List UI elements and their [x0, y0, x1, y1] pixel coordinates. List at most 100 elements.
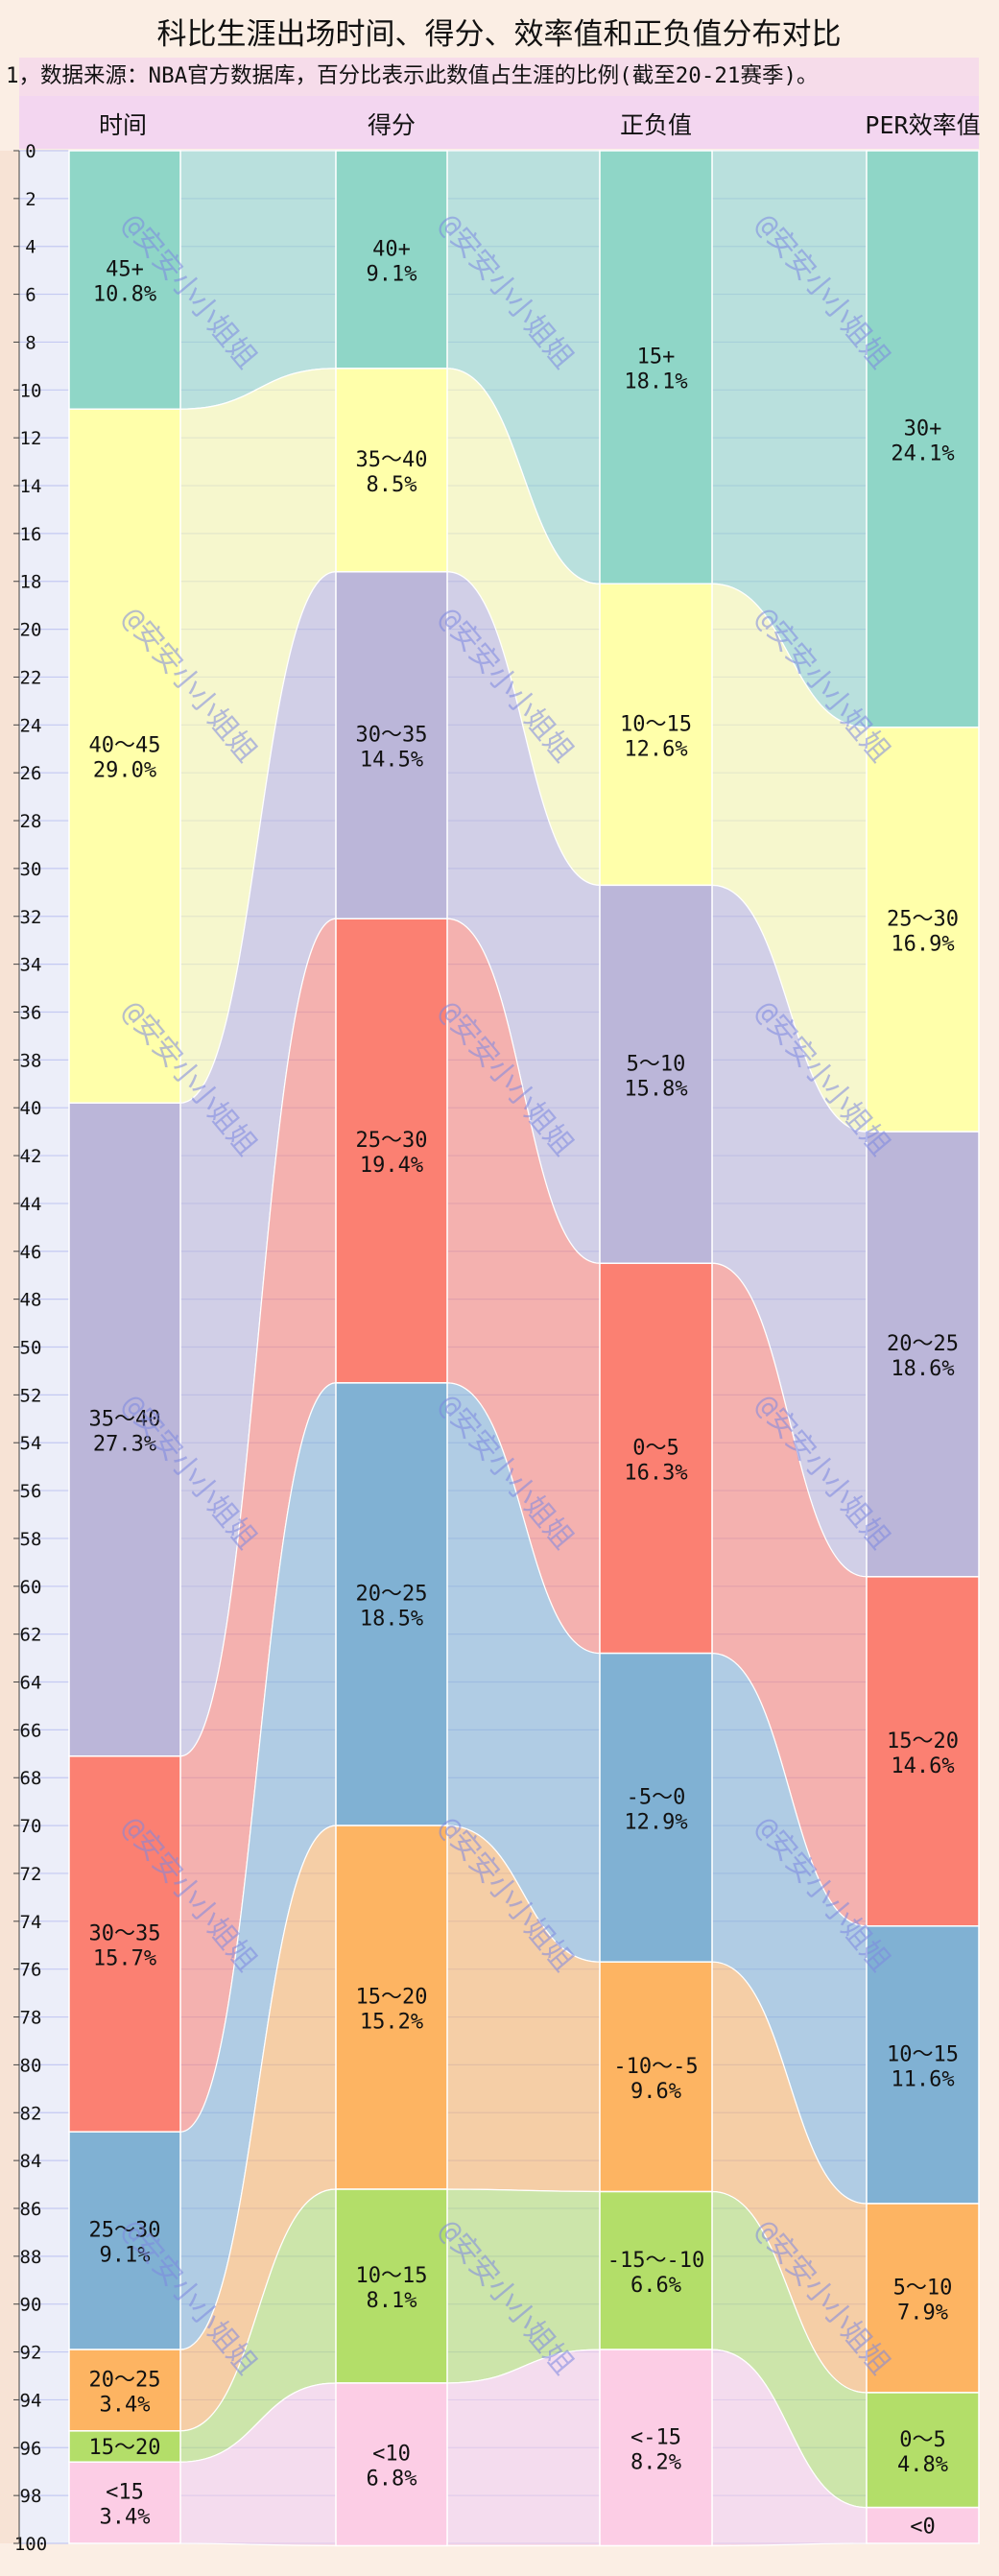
y-tick-label: 96 — [20, 2438, 42, 2459]
y-tick-label: 80 — [20, 2055, 42, 2076]
segment-0-1 — [68, 408, 181, 1104]
y-tick-label: 72 — [20, 1864, 42, 1885]
chart-subtitle: 1，数据来源：NBA官方数据库，百分比表示此数值占生涯的比例(截至20-21赛季… — [6, 63, 819, 88]
segment-value-label: 15.2% — [360, 2011, 423, 2035]
segment-value-label: 15.8% — [624, 1077, 687, 1101]
y-tick-label: 22 — [20, 667, 42, 688]
segment-value-label: 12.9% — [624, 1810, 687, 1834]
segment-value-label: 4.8% — [897, 2453, 948, 2477]
y-tick-label: 52 — [20, 1385, 42, 1406]
segment-labels: 45+10.8%40～4529.0%35～4027.3%30～3515.7%25… — [89, 237, 959, 2539]
segment-label: 25～30 — [89, 2219, 161, 2243]
y-tick-label: 56 — [20, 1481, 42, 1502]
segment-value-label: 6.8% — [367, 2468, 417, 2492]
column-segments — [68, 150, 980, 2547]
y-tick-label: 60 — [20, 1577, 42, 1598]
segment-2-7 — [599, 2349, 713, 2547]
segment-3-7 — [866, 2506, 980, 2544]
y-tick-label: 90 — [20, 2295, 42, 2316]
segment-3-4 — [866, 1925, 980, 2205]
y-tick-label: 98 — [20, 2486, 42, 2507]
y-tick-label: 40 — [20, 1098, 42, 1119]
segment-label: <15 — [106, 2481, 144, 2505]
y-tick-label: 12 — [20, 428, 42, 449]
y-tick-label: 44 — [20, 1194, 42, 1215]
y-tick-label: 82 — [20, 2103, 42, 2124]
y-tick-label: 50 — [20, 1338, 42, 1359]
segment-label: <0 — [910, 2515, 936, 2539]
y-tick-label: 24 — [20, 715, 42, 736]
segment-label: 10～15 — [887, 2042, 959, 2066]
y-tick-label: 36 — [20, 1002, 42, 1023]
segment-3-1 — [866, 727, 980, 1133]
segment-value-label: 29.0% — [93, 759, 156, 783]
column-header-1: 得分 — [368, 111, 416, 139]
segment-value-label: 9.1% — [367, 262, 417, 286]
segment-label: 20～25 — [356, 1582, 428, 1606]
segment-label: -15～-10 — [607, 2249, 704, 2273]
flow-band-2-7 — [711, 2349, 868, 2547]
segment-value-label: 8.1% — [367, 2289, 417, 2313]
segment-label: 5～10 — [893, 2276, 953, 2300]
segment-value-label: 18.5% — [360, 1607, 423, 1631]
segment-value-label: 6.6% — [630, 2274, 681, 2298]
segment-value-label: 16.3% — [624, 1461, 687, 1485]
segment-value-label: 10.8% — [93, 283, 156, 307]
segment-label: 40+ — [372, 237, 411, 261]
y-tick-label: 46 — [20, 1242, 42, 1263]
segment-3-3 — [866, 1576, 980, 1927]
y-tick-label: 94 — [20, 2390, 42, 2411]
segment-label: 25～30 — [887, 907, 959, 931]
column-header-0: 时间 — [99, 111, 147, 139]
y-tick-label: 92 — [20, 2343, 42, 2364]
segment-label: <10 — [372, 2443, 411, 2467]
segment-label: 0～5 — [632, 1436, 679, 1460]
y-tick-label: 48 — [20, 1290, 42, 1311]
y-tick-label: 14 — [20, 476, 42, 497]
segment-2-5 — [599, 1961, 713, 2193]
y-tick-label: 84 — [20, 2151, 42, 2172]
segment-label: 15～20 — [89, 2436, 161, 2460]
segment-label: 15+ — [637, 346, 676, 370]
y-tick-label: 20 — [20, 620, 42, 641]
segment-value-label: 18.6% — [891, 1357, 954, 1381]
segment-label: 45+ — [106, 258, 144, 282]
y-tick-label: 42 — [20, 1146, 42, 1167]
segment-label: 10～15 — [620, 712, 692, 736]
y-tick-label: 8 — [25, 332, 36, 353]
segment-0-4 — [68, 2131, 181, 2350]
y-axis: 0246810121416182022242628303234363840424… — [13, 141, 47, 2555]
segment-0-5 — [68, 2349, 181, 2432]
y-tick-label: 0 — [25, 141, 36, 162]
segment-value-label: 9.6% — [630, 2080, 681, 2104]
segment-value-label: 18.1% — [624, 370, 687, 394]
y-tick-label: 38 — [20, 1050, 42, 1071]
segment-value-label: 14.5% — [360, 749, 423, 773]
y-tick-label: 86 — [20, 2199, 42, 2220]
y-tick-label: 64 — [20, 1673, 42, 1694]
segment-2-1 — [599, 583, 713, 887]
segment-value-label: 7.9% — [897, 2301, 948, 2325]
segment-3-0 — [866, 150, 980, 728]
segment-label: 35～40 — [89, 1408, 161, 1432]
y-tick-label: 32 — [20, 907, 42, 928]
y-tick-label: 34 — [20, 955, 42, 976]
segment-label: 30～35 — [356, 724, 428, 748]
y-tick-label: 28 — [20, 811, 42, 832]
segment-0-0 — [68, 150, 181, 410]
segment-3-6 — [866, 2392, 980, 2509]
segment-label: 20～25 — [887, 1332, 959, 1356]
y-tick-label: 26 — [20, 763, 42, 784]
segment-value-label: 3.4% — [100, 2393, 151, 2417]
y-tick-label: 88 — [20, 2247, 42, 2268]
y-tick-label: 6 — [25, 285, 36, 306]
segment-3-2 — [866, 1131, 980, 1578]
subtitle-band — [19, 58, 979, 96]
segment-1-1 — [335, 368, 448, 573]
segment-2-2 — [599, 884, 713, 1264]
y-tick-label: 66 — [20, 1720, 42, 1741]
y-tick-label: 2 — [25, 189, 36, 210]
y-tick-label: 16 — [20, 524, 42, 545]
